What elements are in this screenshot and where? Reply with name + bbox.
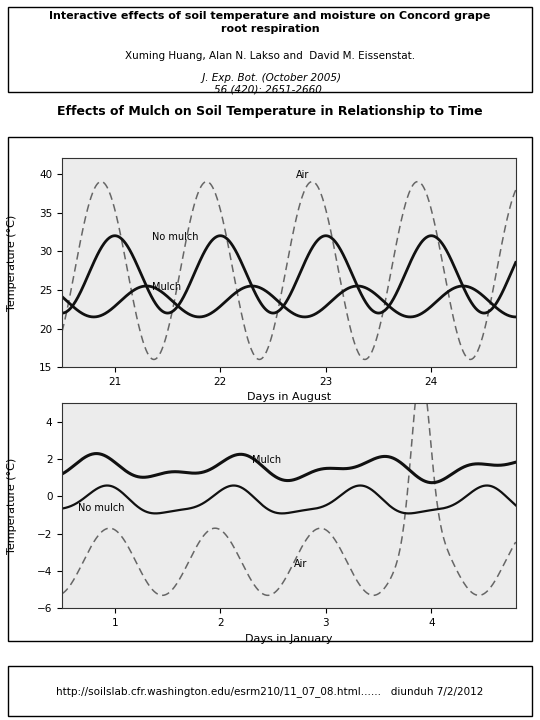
X-axis label: Days in January: Days in January (245, 634, 333, 644)
Y-axis label: Temperature (°C): Temperature (°C) (6, 215, 17, 311)
Text: Xuming Huang, Alan N. Lakso and  David M. Eissenstat.: Xuming Huang, Alan N. Lakso and David M.… (125, 51, 415, 61)
Text: Air: Air (294, 559, 308, 570)
Text: Mulch: Mulch (252, 455, 281, 465)
Text: http://soilslab.cfr.washington.edu/esrm210/11_07_08.html......   diunduh 7/2/201: http://soilslab.cfr.washington.edu/esrm2… (56, 685, 484, 697)
Text: No mulch: No mulch (152, 232, 198, 242)
Text: Interactive effects of soil temperature and moisture on Concord grape
root respi: Interactive effects of soil temperature … (49, 12, 491, 34)
Text: Air: Air (296, 170, 309, 180)
Y-axis label: Temperature (°C): Temperature (°C) (6, 458, 17, 554)
Text: Mulch: Mulch (152, 282, 181, 292)
Text: J. Exp. Bot. (October 2005)
56 (420): 2651-2660.: J. Exp. Bot. (October 2005) 56 (420): 26… (199, 73, 341, 94)
Text: No mulch: No mulch (78, 503, 124, 513)
X-axis label: Days in August: Days in August (247, 392, 331, 402)
Text: Effects of Mulch on Soil Temperature in Relationship to Time: Effects of Mulch on Soil Temperature in … (57, 105, 483, 118)
